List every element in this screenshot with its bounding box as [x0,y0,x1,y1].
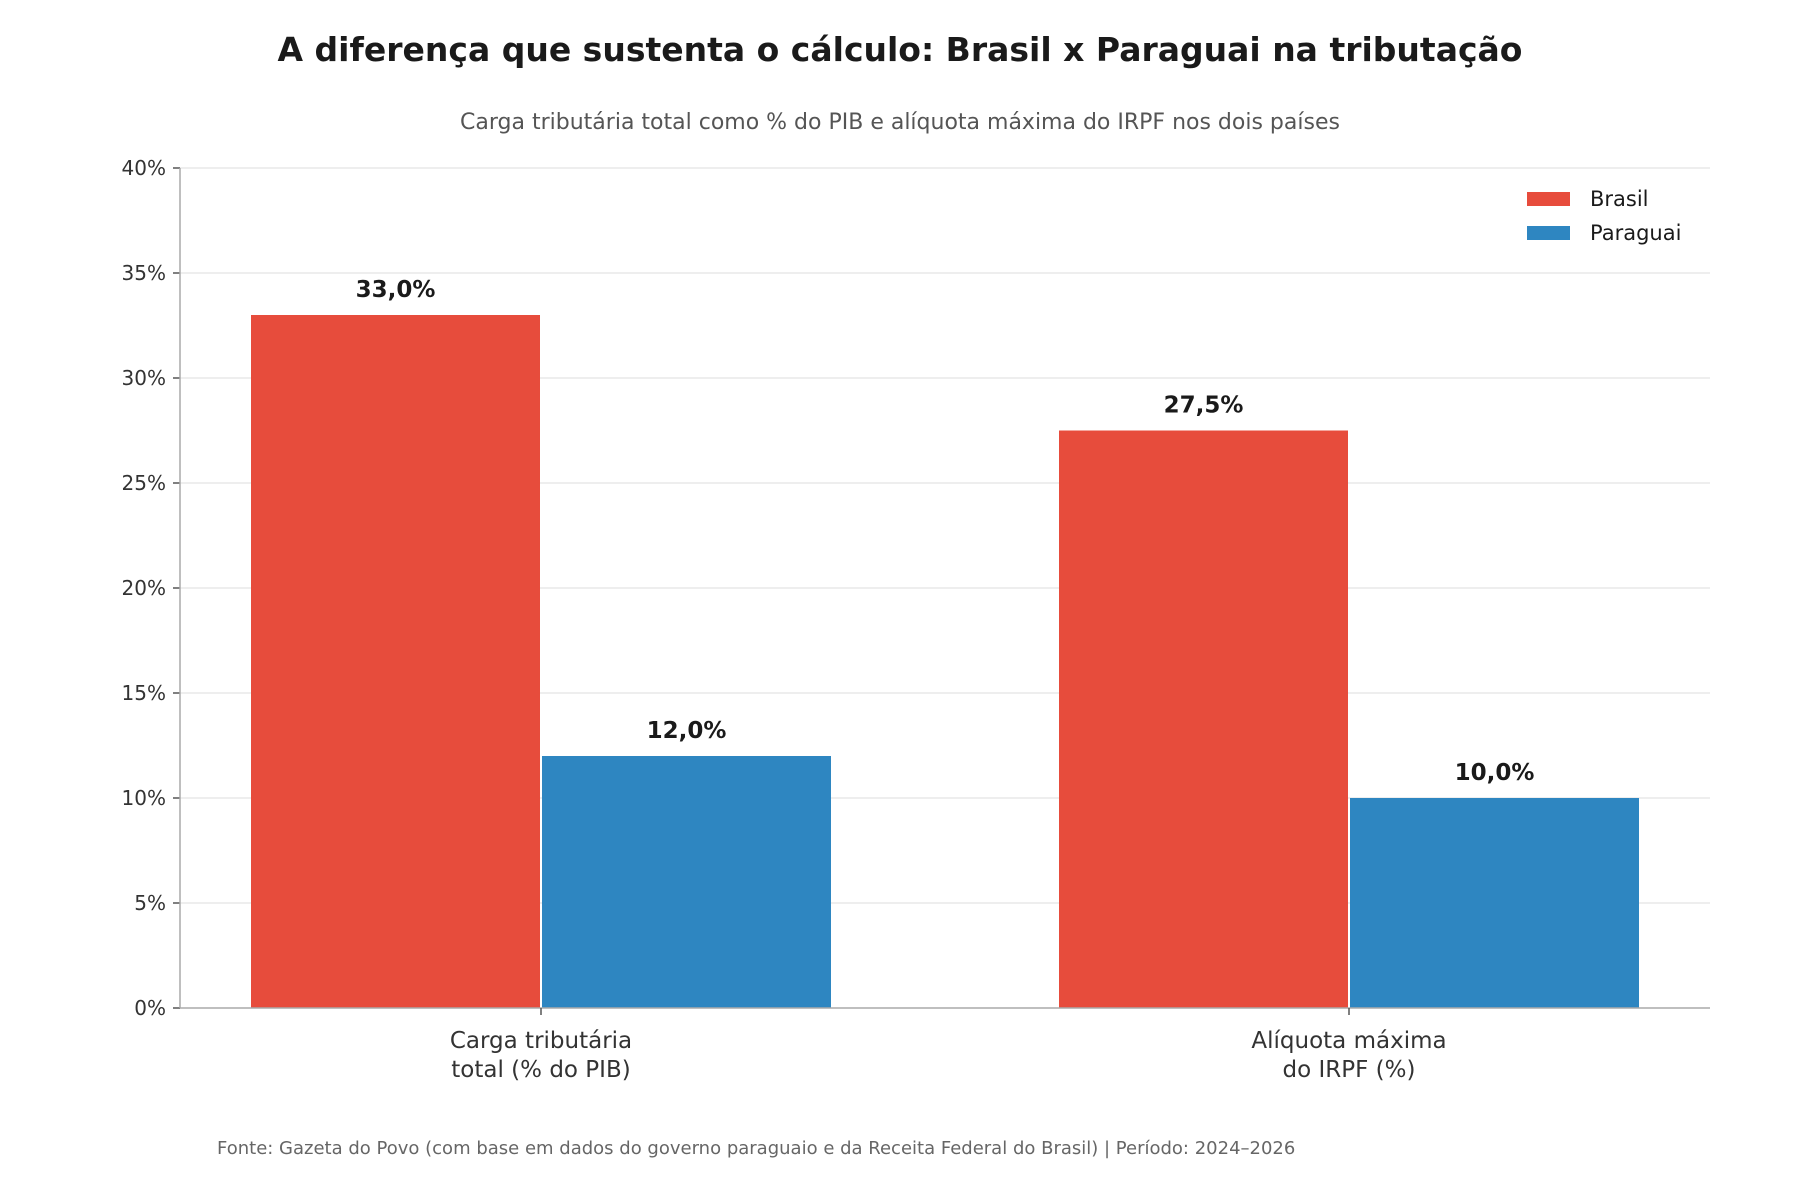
bar-paraguai-0 [542,756,831,1008]
y-tick-label: 25% [122,471,166,495]
legend-label-paraguai: Paraguai [1590,221,1681,245]
chart-title: A diferença que sustenta o cálculo: Bras… [277,30,1523,69]
y-tick-label: 0% [134,996,166,1020]
bar-value-label: 33,0% [356,277,436,303]
chart-subtitle: Carga tributária total como % do PIB e a… [460,110,1340,135]
bar-value-labels: 33,0% 27,5% 12,0% 10,0% [356,277,1535,786]
x-tick-label: Carga tributária [450,1028,632,1054]
y-tick-label: 30% [122,366,166,390]
y-tick-label: 20% [122,576,166,600]
y-tick-label: 40% [122,156,166,180]
bar-brasil-1 [1059,430,1348,1008]
legend-swatch-brasil [1527,192,1570,206]
x-tick-label: Alíquota máxima [1251,1028,1446,1054]
bars [251,315,1639,1008]
axes: 0% 5% 10% 15% 20% 25% 30% 35% 40% Carga tributári… [122,156,1710,1083]
legend: Brasil Paraguai [1527,187,1681,245]
y-tick-label: 15% [122,681,166,705]
bar-value-label: 12,0% [647,718,727,744]
y-tick-label: 10% [122,786,166,810]
x-tick-label: do IRPF (%) [1283,1057,1416,1083]
bar-value-label: 10,0% [1455,760,1535,786]
bar-paraguai-1 [1350,798,1639,1008]
y-tick-label: 35% [122,261,166,285]
x-tick-label: total (% do PIB) [451,1057,630,1083]
bar-value-label: 27,5% [1164,393,1244,419]
legend-swatch-paraguai [1527,226,1570,240]
y-tick-label: 5% [134,891,166,915]
source-footer: Fonte: Gazeta do Povo (com base em dados… [217,1138,1296,1159]
bar-brasil-0 [251,315,540,1008]
legend-label-brasil: Brasil [1590,187,1649,211]
